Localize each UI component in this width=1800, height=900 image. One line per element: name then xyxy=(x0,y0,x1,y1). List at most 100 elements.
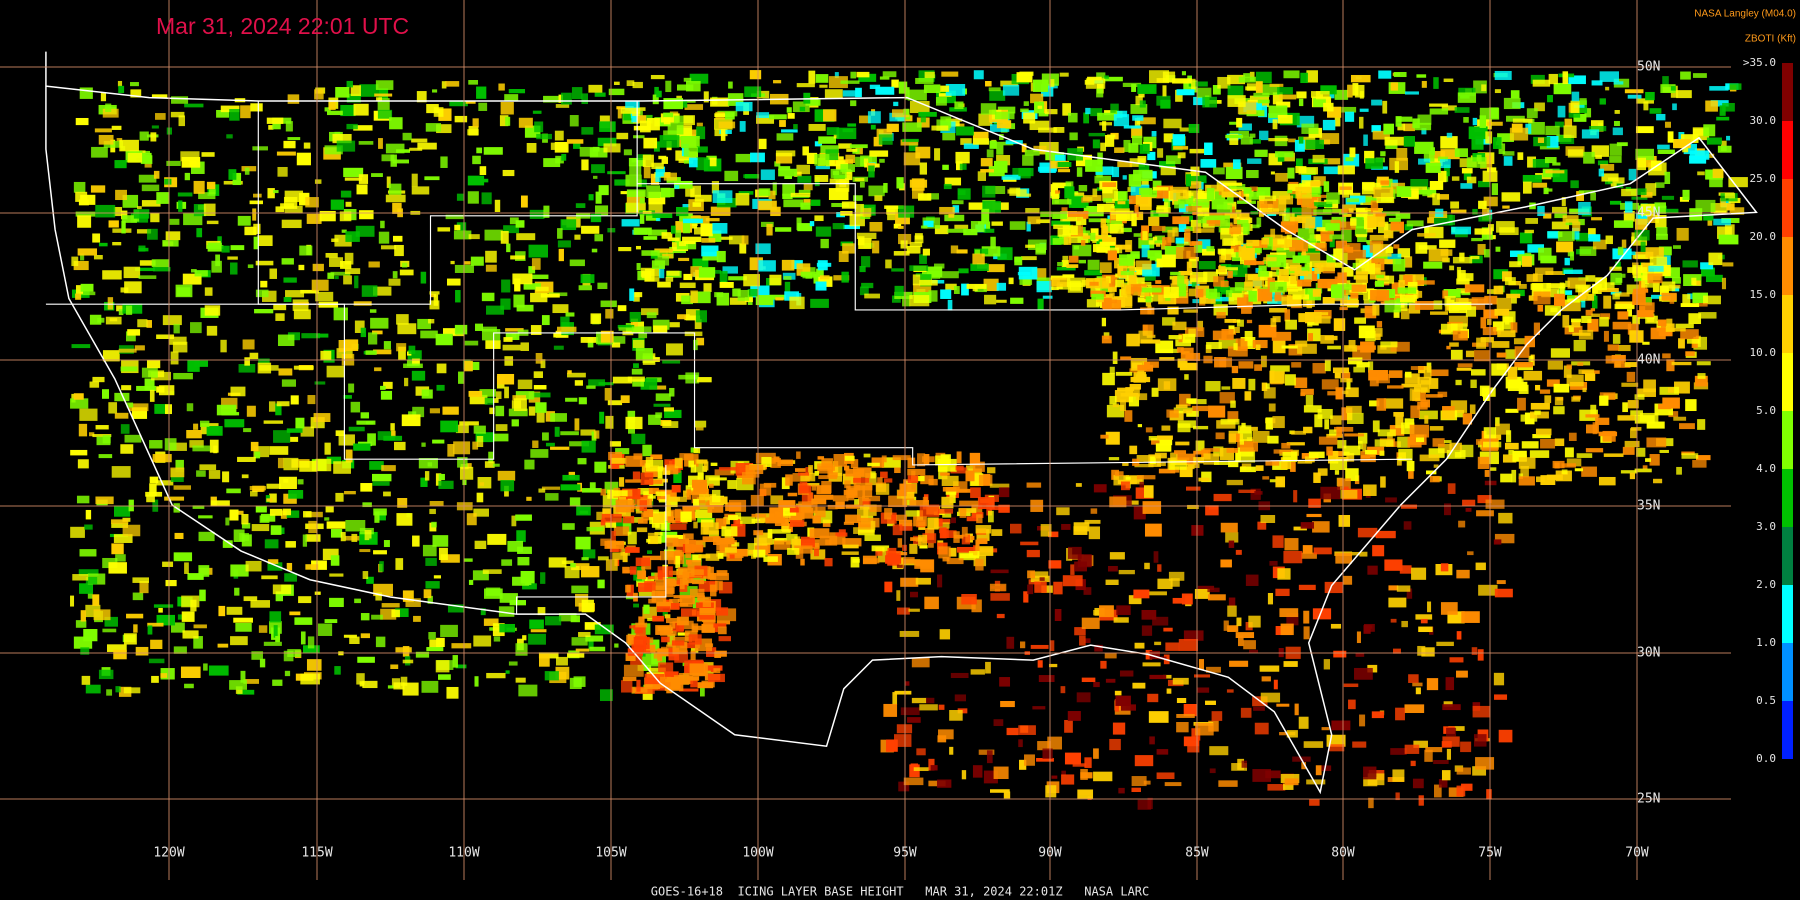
cloud-pixel xyxy=(1676,466,1682,475)
cloud-pixel xyxy=(141,367,158,378)
cloud-pixel xyxy=(1503,97,1521,110)
cloud-pixel xyxy=(802,146,809,156)
cloud-pixel xyxy=(593,430,600,439)
cloud-pixel xyxy=(1529,450,1550,458)
cloud-pixel xyxy=(1151,131,1157,137)
cloud-pixel xyxy=(965,470,975,482)
cloud-pixel xyxy=(111,519,129,524)
cloud-pixel xyxy=(1096,88,1104,98)
cloud-pixel xyxy=(1024,149,1040,156)
cloud-pixel xyxy=(1283,550,1303,564)
cloud-pixel xyxy=(597,137,617,147)
cloud-pixel xyxy=(1343,575,1353,585)
cloud-pixel xyxy=(1592,295,1598,309)
cloud-pixel xyxy=(1508,450,1514,455)
cloud-pixel xyxy=(130,89,142,98)
cloud-pixel xyxy=(555,104,570,108)
cloud-pixel xyxy=(1307,321,1319,326)
cloud-pixel xyxy=(1514,346,1530,358)
cloud-pixel xyxy=(1335,553,1353,564)
cloud-pixel xyxy=(1135,393,1148,401)
cloud-pixel xyxy=(528,266,536,274)
cloud-pixel xyxy=(1429,158,1443,167)
cloud-pixel xyxy=(650,454,663,460)
cloud-pixel xyxy=(1135,211,1144,221)
cloud-pixel xyxy=(169,442,187,451)
cloud-pixel xyxy=(1270,318,1277,328)
cloud-pixel xyxy=(876,128,893,138)
cloud-pixel xyxy=(783,199,804,208)
cloud-pixel xyxy=(217,236,222,246)
cloud-pixel xyxy=(1285,319,1297,330)
cloud-pixel xyxy=(1426,394,1443,398)
cloud-pixel xyxy=(230,386,246,397)
cloud-pixel xyxy=(844,465,850,471)
cloud-pixel xyxy=(856,232,877,239)
cloud-pixel xyxy=(251,524,270,532)
cloud-pixel xyxy=(1371,711,1384,719)
cloud-pixel xyxy=(1124,410,1133,422)
cloud-pixel xyxy=(133,624,138,633)
cloud-pixel xyxy=(588,638,594,650)
cloud-pixel xyxy=(208,665,229,676)
cloud-pixel xyxy=(761,456,772,467)
cloud-pixel xyxy=(1136,117,1156,125)
cloud-pixel xyxy=(474,540,487,550)
cloud-pixel xyxy=(1449,342,1459,347)
cloud-pixel xyxy=(1179,127,1198,132)
cloud-pixel xyxy=(377,109,393,119)
cloud-pixel xyxy=(1163,674,1172,679)
cloud-pixel xyxy=(193,624,207,629)
cloud-pixel xyxy=(600,330,614,343)
cloud-pixel xyxy=(625,174,642,187)
cloud-pixel xyxy=(1303,741,1324,748)
cloud-pixel xyxy=(1553,82,1572,95)
cloud-pixel xyxy=(172,341,188,353)
cloud-pixel xyxy=(1243,73,1251,78)
cloud-pixel xyxy=(1664,267,1680,279)
cloud-pixel xyxy=(858,238,872,249)
cloud-pixel xyxy=(1353,366,1365,373)
cloud-pixel xyxy=(1387,385,1404,389)
cloud-pixel xyxy=(710,97,730,107)
cloud-pixel xyxy=(569,259,585,267)
cloud-pixel xyxy=(1262,84,1280,96)
cloud-pixel xyxy=(867,462,880,467)
cloud-pixel xyxy=(938,704,945,710)
cloud-pixel xyxy=(1308,498,1321,508)
cloud-pixel xyxy=(1173,146,1189,150)
cloud-pixel xyxy=(711,181,720,194)
cloud-pixel xyxy=(594,461,607,473)
cloud-pixel xyxy=(641,464,647,473)
cloud-pixel xyxy=(1291,362,1302,368)
cloud-pixel xyxy=(1583,151,1595,164)
cloud-pixel xyxy=(1315,765,1322,776)
cloud-pixel xyxy=(1484,295,1498,305)
cloud-pixel xyxy=(1148,711,1169,723)
cloud-pixel xyxy=(141,200,161,207)
cloud-pixel xyxy=(989,140,997,149)
cloud-pixel xyxy=(1426,470,1437,475)
cloud-pixel xyxy=(1354,317,1367,324)
cloud-pixel xyxy=(1066,192,1085,198)
cloud-pixel xyxy=(1568,325,1574,332)
cloud-pixel xyxy=(1581,466,1597,477)
cloud-pixel xyxy=(1205,381,1221,392)
cloud-pixel xyxy=(1566,458,1582,467)
cloud-pixel xyxy=(1337,478,1351,490)
cloud-pixel xyxy=(843,521,855,525)
cloud-pixel xyxy=(989,90,1006,101)
cloud-pixel xyxy=(340,190,352,198)
cloud-pixel xyxy=(505,116,511,126)
cloud-pixel xyxy=(299,192,310,206)
cloud-pixel xyxy=(674,457,683,469)
cloud-pixel xyxy=(1696,302,1708,307)
cloud-pixel xyxy=(1462,413,1473,425)
cloud-pixel xyxy=(374,93,393,97)
cloud-pixel xyxy=(480,608,486,616)
cloud-pixel xyxy=(555,155,564,164)
cloud-pixel xyxy=(1590,404,1597,417)
cloud-pixel xyxy=(469,394,488,405)
cloud-pixel xyxy=(675,555,681,568)
cloud-pixel xyxy=(714,113,734,118)
